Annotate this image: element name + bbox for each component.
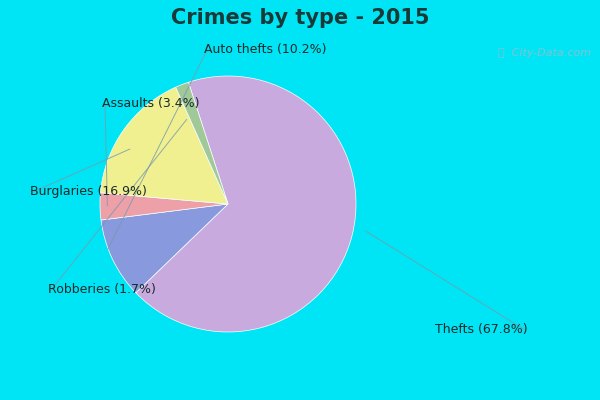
Text: Assaults (3.4%): Assaults (3.4%) xyxy=(102,98,199,110)
Text: Burglaries (16.9%): Burglaries (16.9%) xyxy=(30,186,147,198)
Text: Thefts (67.8%): Thefts (67.8%) xyxy=(436,324,528,336)
Text: ⓘ  City-Data.com: ⓘ City-Data.com xyxy=(498,48,591,58)
Text: Auto thefts (10.2%): Auto thefts (10.2%) xyxy=(204,44,326,56)
Wedge shape xyxy=(176,82,228,204)
Text: Robberies (1.7%): Robberies (1.7%) xyxy=(48,284,156,296)
Wedge shape xyxy=(101,204,228,293)
Wedge shape xyxy=(100,87,228,204)
Wedge shape xyxy=(136,76,356,332)
Wedge shape xyxy=(100,193,228,220)
Text: Crimes by type - 2015: Crimes by type - 2015 xyxy=(171,8,429,28)
